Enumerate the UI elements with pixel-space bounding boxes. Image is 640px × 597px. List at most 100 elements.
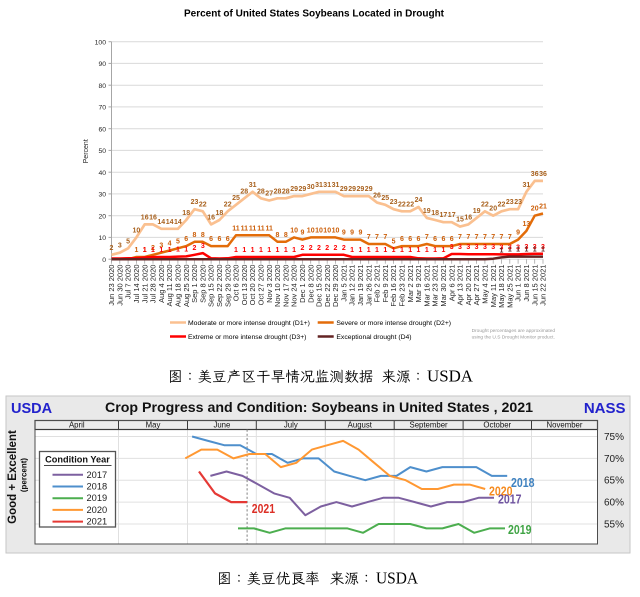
svg-text:Jul 21 2020: Jul 21 2020 xyxy=(140,265,149,304)
svg-text:May 11 2021: May 11 2021 xyxy=(489,265,498,308)
svg-text:Mar 16 2021: Mar 16 2021 xyxy=(422,265,431,307)
svg-text:1: 1 xyxy=(284,247,288,254)
svg-text:1: 1 xyxy=(367,247,371,254)
svg-text:18: 18 xyxy=(182,210,190,217)
svg-text:5: 5 xyxy=(392,238,396,245)
svg-text:29: 29 xyxy=(357,186,365,193)
svg-text:November: November xyxy=(547,421,583,430)
svg-text:20: 20 xyxy=(531,206,539,213)
svg-text:3: 3 xyxy=(466,244,470,251)
svg-text:1: 1 xyxy=(516,247,520,254)
svg-text:23: 23 xyxy=(506,199,514,206)
svg-text:using the U.S Drought Monitor: using the U.S Drought Monitor product. xyxy=(472,334,555,340)
svg-text:29: 29 xyxy=(365,186,373,193)
svg-text:1: 1 xyxy=(417,247,421,254)
svg-text:31: 31 xyxy=(523,182,531,189)
svg-text:29: 29 xyxy=(340,186,348,193)
svg-text:Moderate or more intense droug: Moderate or more intense drought (D1+) xyxy=(188,320,310,327)
svg-text:30: 30 xyxy=(307,184,315,191)
svg-text:September: September xyxy=(410,421,449,430)
svg-text:6: 6 xyxy=(450,236,454,243)
svg-text:6: 6 xyxy=(217,236,221,243)
svg-text:19: 19 xyxy=(423,208,431,215)
svg-text:1: 1 xyxy=(358,247,362,254)
svg-text:75%: 75% xyxy=(604,432,624,443)
svg-text:Jun 23 2020: Jun 23 2020 xyxy=(107,265,116,306)
svg-text:6: 6 xyxy=(400,236,404,243)
svg-text:May 18 2021: May 18 2021 xyxy=(497,264,506,307)
svg-text:Jun 15 2021: Jun 15 2021 xyxy=(530,265,539,306)
svg-text:24: 24 xyxy=(415,197,423,204)
svg-text:3: 3 xyxy=(118,243,122,250)
svg-text:22: 22 xyxy=(224,201,232,208)
svg-text:3: 3 xyxy=(201,243,205,250)
svg-text:60: 60 xyxy=(98,126,106,133)
svg-text:11: 11 xyxy=(241,225,249,232)
svg-text:2019: 2019 xyxy=(87,493,108,503)
svg-text:1: 1 xyxy=(350,247,354,254)
svg-text:Apr 20 2021: Apr 20 2021 xyxy=(464,265,473,306)
svg-text:2: 2 xyxy=(342,245,346,252)
svg-text:14: 14 xyxy=(166,219,174,226)
svg-text:28: 28 xyxy=(282,188,290,195)
svg-text:Jun 8 2021: Jun 8 2021 xyxy=(522,265,531,302)
svg-text:Jul 7 2020: Jul 7 2020 xyxy=(124,265,133,300)
svg-text:10: 10 xyxy=(98,235,106,242)
svg-text:1: 1 xyxy=(433,247,437,254)
svg-text:25: 25 xyxy=(232,195,240,202)
svg-text:Mar 9 2021: Mar 9 2021 xyxy=(414,265,423,303)
svg-text:June: June xyxy=(213,421,230,430)
svg-text:31: 31 xyxy=(332,182,340,189)
svg-text:1: 1 xyxy=(176,247,180,254)
svg-text:2: 2 xyxy=(110,245,114,252)
svg-text:NASS: NASS xyxy=(584,400,626,417)
svg-text:50: 50 xyxy=(98,148,106,155)
svg-text:Oct 27 2020: Oct 27 2020 xyxy=(257,265,266,306)
svg-text:2020: 2020 xyxy=(87,505,108,515)
svg-text:7: 7 xyxy=(367,234,371,241)
svg-text:3: 3 xyxy=(524,244,528,251)
svg-text:Aug 18 2020: Aug 18 2020 xyxy=(174,265,183,308)
svg-text:1: 1 xyxy=(259,247,263,254)
svg-text:2021: 2021 xyxy=(252,502,275,516)
svg-text:2: 2 xyxy=(334,245,338,252)
svg-text:60%: 60% xyxy=(604,498,624,509)
svg-text:55%: 55% xyxy=(604,519,624,530)
svg-text:1: 1 xyxy=(168,247,172,254)
svg-text:18: 18 xyxy=(431,210,439,217)
svg-text:Jun 22 2021: Jun 22 2021 xyxy=(539,265,548,306)
svg-text:9: 9 xyxy=(358,230,362,237)
svg-text:29: 29 xyxy=(348,186,356,193)
svg-text:7: 7 xyxy=(383,234,387,241)
svg-text:40: 40 xyxy=(98,170,106,177)
svg-text:26: 26 xyxy=(373,193,381,200)
svg-text:3: 3 xyxy=(483,244,487,251)
svg-text:17: 17 xyxy=(440,212,448,219)
svg-text:10: 10 xyxy=(315,227,323,234)
svg-text:22: 22 xyxy=(481,201,489,208)
svg-text:14: 14 xyxy=(157,219,165,226)
svg-text:Dec 8 2020: Dec 8 2020 xyxy=(306,265,315,303)
svg-text:2020: 2020 xyxy=(489,485,513,499)
svg-text:Aug 4 2020: Aug 4 2020 xyxy=(157,265,166,303)
svg-text:Oct 6 2020: Oct 6 2020 xyxy=(232,265,241,302)
svg-text:Apr 27 2021: Apr 27 2021 xyxy=(472,265,481,306)
svg-text:22: 22 xyxy=(498,201,506,208)
svg-text:1: 1 xyxy=(524,247,528,254)
svg-text:USDA: USDA xyxy=(427,367,474,386)
svg-text:3: 3 xyxy=(508,244,512,251)
svg-text:1: 1 xyxy=(151,247,155,254)
svg-text:1: 1 xyxy=(276,247,280,254)
svg-text:10: 10 xyxy=(290,227,298,234)
svg-text:28: 28 xyxy=(240,188,248,195)
svg-text:May: May xyxy=(146,421,161,430)
svg-text:October: October xyxy=(483,421,511,430)
svg-text:8: 8 xyxy=(284,232,288,239)
svg-text:Oct 13 2020: Oct 13 2020 xyxy=(240,265,249,306)
svg-text:Jan 19 2021: Jan 19 2021 xyxy=(356,265,365,306)
svg-text:Feb 2 2021: Feb 2 2021 xyxy=(373,265,382,303)
svg-text:Sep 8 2020: Sep 8 2020 xyxy=(198,265,207,303)
svg-text:1: 1 xyxy=(441,247,445,254)
svg-text:3: 3 xyxy=(500,244,504,251)
svg-text:Percent: Percent xyxy=(83,139,90,163)
